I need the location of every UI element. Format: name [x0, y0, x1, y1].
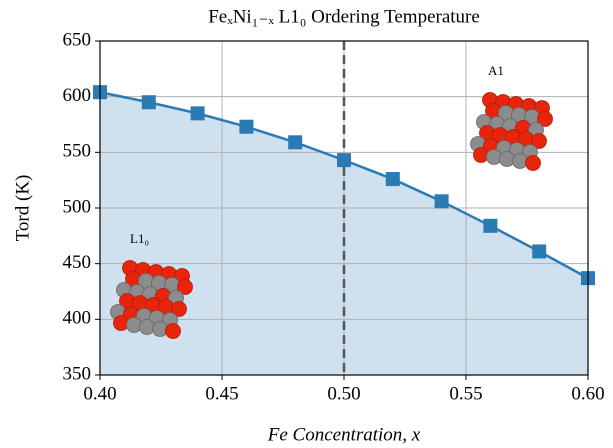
- y-axis-label: Tord (K): [12, 175, 33, 242]
- y-tick-label: 350: [63, 363, 92, 384]
- y-tick-label: 500: [63, 196, 92, 217]
- y-tick-label: 550: [63, 141, 92, 162]
- marker: [190, 106, 205, 121]
- plot-frame: [99, 40, 589, 376]
- atom: [525, 155, 541, 171]
- atom: [152, 321, 168, 337]
- atom: [165, 323, 181, 339]
- marker: [288, 135, 303, 150]
- x-tick-label: 0.55: [449, 383, 482, 404]
- x-tick-label: 0.60: [571, 383, 604, 404]
- atom: [531, 133, 547, 149]
- x-tick-label: 0.40: [83, 383, 116, 404]
- y-tick-label: 600: [63, 85, 92, 106]
- y-tick-label: 650: [63, 29, 92, 50]
- y-tick-label: 450: [63, 252, 92, 273]
- atom: [486, 149, 502, 165]
- x-axis-label: Fe Concentration, x: [267, 424, 421, 445]
- atom: [177, 279, 193, 295]
- x-tick-label: 0.50: [327, 383, 360, 404]
- atom: [139, 319, 155, 335]
- atom: [512, 153, 528, 169]
- atom: [171, 301, 187, 317]
- atom: [499, 151, 515, 167]
- marker: [141, 95, 156, 110]
- atom-cluster: [470, 92, 553, 171]
- atom: [113, 315, 129, 331]
- atom: [126, 317, 142, 333]
- marker: [239, 119, 254, 134]
- atom-cluster: [110, 260, 193, 339]
- marker: [483, 218, 498, 233]
- y-tick-label: 400: [63, 308, 92, 329]
- marker: [385, 172, 400, 187]
- annotation: A1: [488, 63, 504, 78]
- atom: [473, 147, 489, 163]
- marker: [337, 153, 351, 168]
- x-tick-label: 0.45: [205, 383, 238, 404]
- annotation: L1₀: [130, 231, 149, 246]
- marker: [434, 194, 449, 209]
- marker: [532, 244, 547, 259]
- atom: [537, 111, 553, 127]
- chart-title: FeₓNi₁₋ₓ L1₀ Ordering Temperature: [208, 6, 480, 27]
